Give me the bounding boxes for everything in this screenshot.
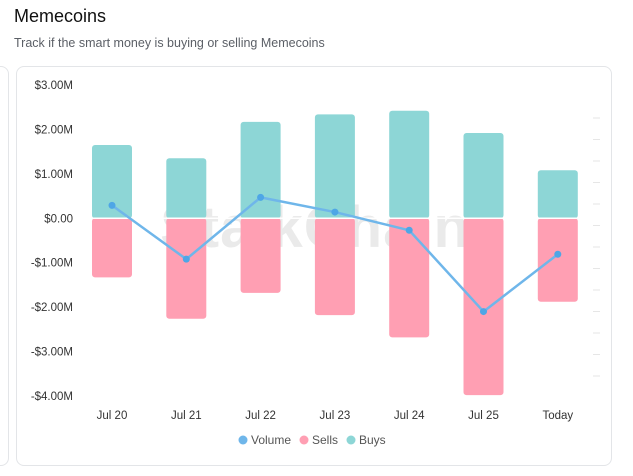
- volume-point: [257, 193, 265, 201]
- legend-item-sells: Sells: [299, 433, 338, 447]
- bar-sells: [92, 218, 132, 278]
- volume-point: [331, 208, 339, 216]
- volume-point: [108, 201, 116, 209]
- bar-sells: [314, 218, 355, 316]
- volume-point: [480, 308, 487, 316]
- page-title: Memecoins: [14, 6, 107, 26]
- legend-swatch: [346, 435, 356, 445]
- x-tick-label: Jul 25: [468, 410, 499, 422]
- x-tick-label: Jul 22: [245, 410, 276, 422]
- bar-sells: [537, 218, 578, 302]
- volume-point: [182, 255, 190, 263]
- y-tick-label: -$3.00M: [31, 347, 73, 359]
- bar-sells: [240, 218, 281, 293]
- y-tick-label: -$1.00M: [31, 258, 73, 270]
- bar-sells: [166, 218, 207, 319]
- legend-label: Volume: [251, 433, 291, 447]
- x-tick-label: Jul 24: [394, 410, 425, 422]
- x-axis: Jul 20 Jul 21 Jul 22 Jul 23 Jul 24 Jul 25 Toda…: [97, 410, 574, 422]
- y-axis: $3.00M $2.00M $1.00M $0.00 -$1.00M -$2.00M -$3…: [31, 80, 73, 403]
- y-tick-label: -$4.00M: [31, 391, 73, 403]
- bar-buys: [463, 132, 504, 219]
- legend-swatch: [299, 435, 309, 445]
- x-tick-label: Jul 20: [97, 410, 128, 422]
- y-tick-label: $1.00M: [35, 169, 73, 181]
- legend: Volume Sells Buys: [238, 433, 386, 447]
- right-tick-marks: [593, 117, 600, 377]
- bar-sells: [463, 218, 504, 396]
- bar-buys: [240, 121, 281, 219]
- x-tick-label: Today: [542, 410, 573, 422]
- legend-label: Buys: [359, 433, 386, 447]
- bar-buys: [92, 144, 132, 219]
- bar-buys: [166, 158, 207, 219]
- legend-label: Sells: [312, 433, 338, 447]
- y-tick-label: -$2.00M: [31, 302, 73, 314]
- legend-item-buys: Buys: [346, 433, 386, 447]
- legend-item-volume: Volume: [238, 433, 291, 447]
- bar-sells: [389, 218, 430, 338]
- bar-buys: [314, 114, 355, 219]
- page-subtitle: Track if the smart money is buying or se…: [14, 36, 325, 50]
- y-tick-label: $0.00: [44, 213, 73, 225]
- bars: [92, 110, 578, 396]
- y-tick-label: $2.00M: [35, 124, 73, 136]
- volume-point: [554, 250, 562, 258]
- bar-buys: [389, 110, 430, 219]
- volume-line: [108, 193, 562, 316]
- volume-point: [405, 226, 413, 234]
- x-tick-label: Jul 23: [320, 410, 351, 422]
- y-tick-label: $3.00M: [35, 80, 73, 92]
- legend-swatch: [238, 435, 248, 445]
- x-tick-label: Jul 21: [171, 410, 202, 422]
- bar-buys: [537, 170, 578, 219]
